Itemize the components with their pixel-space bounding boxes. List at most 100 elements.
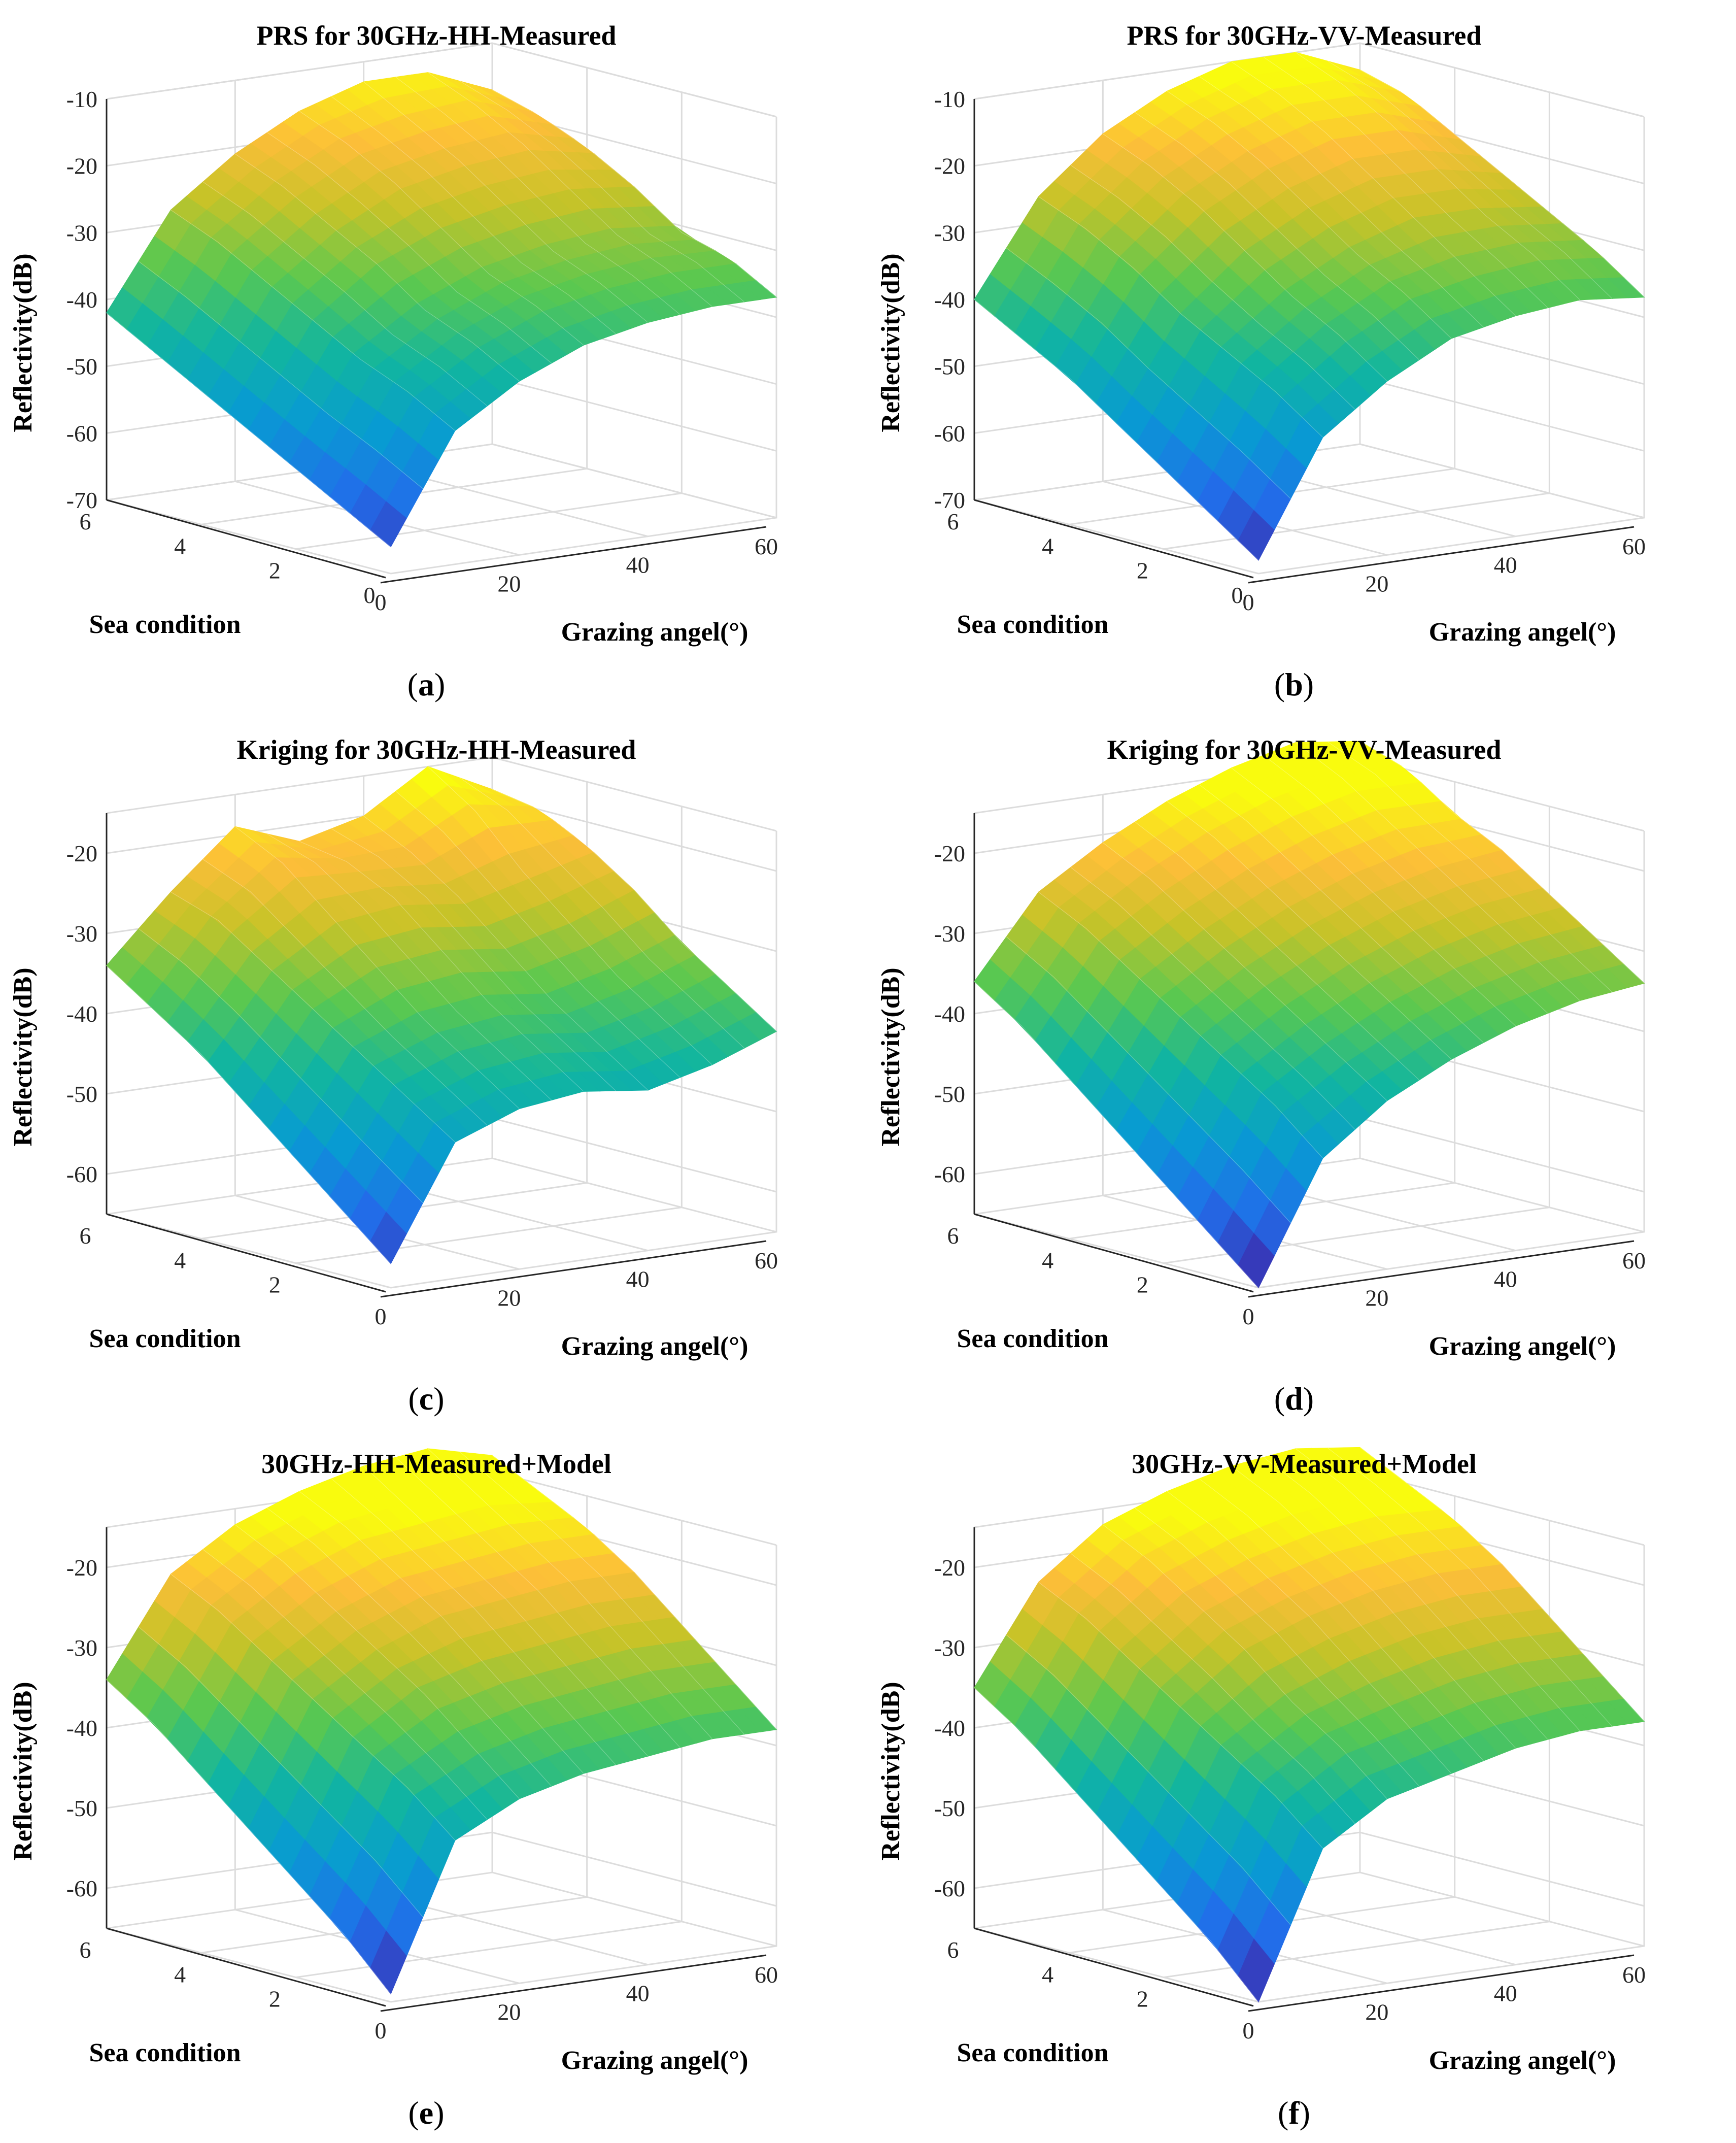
mesh-line [1167,1491,1452,1774]
surface-patch [1607,964,1645,988]
box-edge [492,756,777,832]
caption-close-paren: ) [433,2095,444,2131]
mesh-line [1006,1634,1291,1925]
surface-chart-a: -70 -60 -50 -40 -30 -20 -10 0 20 40 60 0 2 4 6 Reflecti… [9,20,778,702]
y-tick-label: 4 [1042,1961,1053,1987]
z-tick-label: -60 [934,1876,965,1901]
caption-letter: c [419,1381,433,1417]
surface-chart-d: -60 -50 -40 -30 -20 0 20 40 60 2 4 6 Reflectivity(dB… [876,734,1646,1417]
mesh-line [1167,801,1452,1060]
y-axis-line [974,499,1254,579]
z-axis-label: Reflectivity(dB) [876,967,905,1146]
tick-labels: -60 -50 -40 -30 -20 0 20 40 60 2 4 6 [934,841,1646,1329]
mesh-line [1038,1582,1323,1849]
mesh-line [1295,1448,1580,1731]
panel-caption: (d) [1274,1381,1314,1417]
y-axis-label: Sea condition [89,610,241,639]
tick-labels: -70 -60 -50 -40 -30 -20 -10 0 20 40 60 0 2 4 6 [66,86,778,615]
panel-c: -60 -50 -40 -30 -20 0 20 40 60 2 4 6 Reflectivity(dB… [0,714,868,1428]
mesh-line [1231,1465,1516,1749]
panel-e: -60 -50 -40 -30 -20 0 20 40 60 2 4 6 Reflectivity(dB… [0,1428,868,2142]
mesh-line [1135,112,1420,360]
caption-letter: b [1285,666,1303,702]
mesh-line [234,153,520,382]
surface [106,1448,777,1995]
x-axis-line [380,526,767,584]
caption-close-paren: ) [434,666,445,702]
z-tick-label: -60 [66,420,97,446]
box-edge [1359,42,1645,118]
mesh-line [138,1626,423,1918]
surface-patch [1607,277,1645,298]
surface [974,741,1645,1289]
mesh-line [1102,133,1387,382]
box-edge [492,1470,777,1546]
y-axis-line [974,1213,1254,1293]
mesh-line [492,1455,777,1730]
caption-letter: e [419,2095,433,2131]
y-axis-label: Sea condition [89,2038,241,2067]
x-tick-label: 0 [1243,1303,1254,1329]
mesh-line [1070,1553,1355,1824]
x-axis-label: Grazing angel(°) [561,1332,748,1361]
z-tick-label: -30 [934,921,965,947]
surface-patch [1607,1698,1645,1724]
mesh-line [363,1465,649,1757]
y-tick-label: 2 [1137,558,1148,584]
x-tick-label: 0 [375,589,387,615]
y-tick-label: 2 [269,1986,281,2012]
mesh-line [1038,892,1323,1159]
mesh-line [171,1573,456,1840]
x-tick-label: 0 [1243,589,1254,615]
mesh-line [427,72,712,307]
mesh-line [1167,91,1452,339]
z-tick-label: -20 [66,841,97,866]
mesh-line [974,1687,1259,2002]
z-axis-label: Reflectivity(dB) [9,253,38,432]
z-tick-label: -50 [934,1081,965,1107]
z-tick-label: -30 [66,1635,97,1661]
mesh-line [1359,741,1645,984]
x-axis-line [380,1240,767,1298]
z-axis-label: Reflectivity(dB) [9,967,38,1146]
x-tick-label: 20 [1365,571,1388,596]
mesh-line [1006,248,1291,499]
caption-open-paren: ( [1274,1381,1285,1417]
z-tick-label: -40 [66,287,97,313]
x-tick-label: 0 [375,2018,387,2044]
mesh-line [202,859,488,1126]
x-tick-label: 40 [626,1981,650,2006]
z-tick-label: -70 [66,487,97,513]
mesh-line [299,841,584,1092]
mesh-line [138,261,423,489]
x-axis-label: Grazing angel(°) [561,2046,748,2075]
mesh-line [1006,936,1291,1223]
y-tick-label: 2 [1137,1272,1148,1298]
x-tick-label: 20 [1365,1285,1388,1311]
caption-open-paren: ( [1278,2095,1288,2131]
z-tick-label: -10 [934,86,965,112]
caption-letter: f [1288,2095,1300,2131]
z-tick-label: -60 [66,1161,97,1187]
z-tick-label: -50 [66,1795,97,1821]
z-tick-label: -10 [66,86,97,112]
x-tick-label: 60 [1622,1962,1646,1988]
y-tick-label: 6 [947,1937,959,1963]
x-tick-label: 40 [1494,1981,1517,2006]
mesh-line [267,833,552,1100]
z-tick-label: -40 [934,287,965,313]
panel-b: -70 -60 -50 -40 -30 -20 -10 0 20 40 60 0 2 4 6 Reflecti… [868,0,1735,714]
x-tick-label: 60 [755,1248,778,1274]
mesh-line [267,132,552,363]
mesh-line [106,965,391,1264]
panel-a: -70 -60 -50 -40 -30 -20 -10 0 20 40 60 0 2 4 6 Reflecti… [0,0,868,714]
mesh-line [1102,842,1387,1101]
mesh-line [234,1524,520,1799]
caption-close-paren: ) [1300,2095,1310,2131]
surface-chart-b: -70 -60 -50 -40 -30 -20 -10 0 20 40 60 0 2 4 6 Reflecti… [876,20,1646,702]
y-tick-label: 0 [364,582,376,608]
chart-title: PRS for 30GHz-VV-Measured [1127,20,1482,51]
z-tick-label: -30 [934,220,965,246]
mesh-line [1199,1478,1484,1761]
